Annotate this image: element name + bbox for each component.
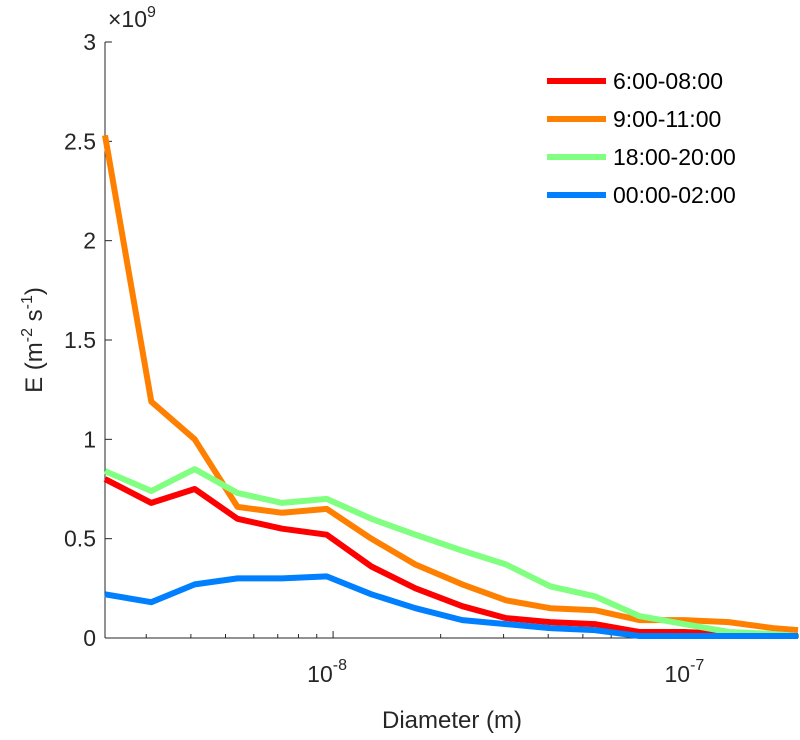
series-line-1: [103, 476, 798, 639]
y-tick-label: 0: [83, 625, 96, 651]
series-line-4: [104, 573, 798, 639]
legend-label: 9:00-11:00: [613, 106, 721, 132]
y-tick-label: 3: [83, 29, 96, 55]
series-line-2: [102, 134, 799, 634]
y-ticks: 0 0.5 1 1.5 2 2.5 3: [64, 29, 112, 651]
x-axis-label: Diameter (m): [382, 707, 522, 734]
y-multiplier: ×109: [108, 4, 156, 32]
legend-label: 18:00-20:00: [613, 144, 736, 170]
x-tick-label: 10-7: [665, 657, 705, 687]
series-line-3: [103, 466, 799, 639]
x-tick-label: 10-8: [307, 657, 347, 687]
y-tick-label: 0.5: [64, 526, 96, 552]
legend: 6:00-08:00 9:00-11:00 18:00-20:00 00:00-02:…: [547, 68, 736, 208]
y-tick-label: 1.5: [64, 327, 96, 353]
x-ticks: 10-8 10-7: [145, 631, 799, 687]
y-axis-label: E (m-2 s-1): [19, 287, 48, 393]
legend-label: 6:00-08:00: [613, 68, 723, 94]
y-tick-label: 2.5: [64, 128, 96, 154]
series-lines: [102, 134, 799, 639]
y-tick-label: 2: [83, 228, 96, 254]
y-tick-label: 1: [83, 426, 96, 452]
legend-label: 00:00-02:00: [613, 182, 736, 208]
